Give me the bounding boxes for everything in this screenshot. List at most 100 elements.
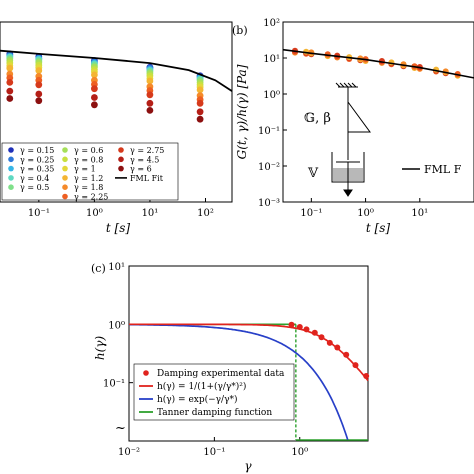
panel-a-legend-swatch-12 (118, 156, 124, 163)
panel-a-xtick-label-1: 10⁰ (86, 208, 103, 219)
panel-a-frame (0, 21, 233, 203)
panel-b-label: (b) (232, 24, 248, 37)
dashpot-label: 𝕍 (307, 166, 319, 181)
panel-b-fml-fit-line (282, 48, 474, 79)
panel-a-legend-swatch-8 (62, 175, 68, 181)
panel-c-legend-label-3: Tanner damping function (157, 408, 272, 418)
panel-a-legend-swatch-5 (62, 147, 68, 153)
panel-a-legend-label: γ = 1.2 (74, 174, 103, 183)
panel-b-ytick-label-0: 10² (263, 18, 280, 29)
panel-c-xlabel: γ (244, 459, 252, 473)
panel-a-point-12-2 (91, 94, 98, 101)
damping-data-point-9 (363, 373, 370, 379)
panel-a-xlabel: t [s] (106, 221, 130, 235)
panel-a-legend-label: γ = 6 (130, 165, 152, 174)
panel-a-legend-label: γ = 1.8 (74, 183, 103, 192)
panel-a-legend-swatch-13 (118, 165, 124, 172)
panel-a-point-11-2 (91, 85, 98, 93)
panel-a-legend-label: γ = 0.35 (20, 165, 54, 174)
panel-a-legend-label: γ = 0.4 (20, 174, 49, 183)
damping-data-point-2 (303, 326, 310, 333)
panel-c-legend-label-1: h(γ) = 1/(1+(γ/γ*)²) (157, 381, 246, 392)
panel-a-point-13-4 (196, 115, 204, 123)
fractional-element-schematic (331, 82, 371, 197)
panel-c-ytick-label-1: 10⁰ (108, 320, 125, 331)
exponential-damping-line (129, 323, 349, 440)
damping-data-point-3 (311, 329, 318, 336)
panel-a-point-11-4 (196, 99, 204, 107)
damping-data-point-5 (326, 339, 333, 346)
panel-a-legend-label: γ = 2.75 (130, 146, 164, 155)
panel-a-legend-label: γ = 4.5 (130, 155, 159, 164)
panel-c-ylabel: h(γ) (93, 336, 107, 361)
panel-a-legend-label: γ = 0.6 (74, 146, 103, 155)
panel-a-point-8-4 (196, 86, 204, 94)
damping-data-point-7 (343, 351, 350, 358)
down-arrow-icon (343, 189, 353, 197)
panel-a-legend-swatch-4 (8, 184, 14, 190)
panel-a-legend-swatch-9 (62, 184, 68, 190)
panel-a-legend-swatch-10 (62, 193, 68, 200)
panel-a-legend-swatch-3 (8, 175, 14, 181)
panel-a-point-11-0 (6, 79, 14, 86)
panel-a-legend-swatch-0 (8, 147, 14, 153)
panel-a-legend-label: γ = 0.15 (20, 146, 54, 155)
springpot-triangle (347, 101, 371, 133)
damping-data-point-6 (334, 344, 341, 351)
panel-b-xtick-label-0: 10⁻¹ (300, 208, 322, 219)
panel-a-point-8-2 (91, 71, 98, 79)
panel-a-point-11-1 (35, 81, 43, 89)
panel-b-ylabel: G(t, γ)/h(γ) [Pa] (235, 64, 249, 159)
panel-a-legend-swatch-7 (62, 165, 68, 172)
panel-a-point-13-1 (35, 97, 43, 105)
panel-c-legend-label-0: Damping experimental data (157, 369, 285, 379)
panel-c-xtick-label-1: 10⁻¹ (203, 447, 225, 458)
panel-a-point-12-4 (196, 108, 204, 116)
panel-c-legend-swatch-0 (143, 370, 149, 376)
panel-a-legend-swatch-11 (118, 147, 124, 153)
panel-a-point-12-3 (146, 99, 154, 107)
panel-a-legend-label: γ = 0.25 (20, 155, 54, 164)
panel-b-ytick-label-3: 10⁻¹ (258, 126, 280, 137)
panel-b: (b) 10² 10¹ 10⁰ 10⁻¹ 10⁻² 10⁻³ 10⁻¹ 10⁰ 10¹ G(t… (232, 18, 474, 235)
panel-a-legend-box (1, 142, 179, 201)
panel-b-ytick-label-5: 10⁻³ (258, 198, 280, 209)
panel-a-point-8-3 (146, 77, 154, 85)
panel-a-xtick-label-3: 10² (197, 208, 214, 219)
panel-c-legend-box (133, 363, 295, 421)
damping-data-point-1 (296, 324, 303, 330)
panel-a-point-13-2 (91, 101, 98, 109)
panel-b-xtick-label-1: 10⁰ (357, 208, 374, 219)
panel-a-xtick-label-0: 10⁻¹ (28, 208, 50, 219)
panel-a: 10⁻¹ 10⁰ 10¹ 10² t [s] γ = 0.15γ = 0.25γ = … (0, 21, 233, 235)
panel-a-point-8-1 (35, 67, 43, 74)
panel-a-point-13-0 (6, 95, 14, 102)
panel-b-legend-text: FML F (424, 163, 462, 176)
panel-a-legend-label: FML Fit (130, 174, 164, 183)
panel-a-legend-label: γ = 0.8 (74, 155, 103, 164)
axis-break-mark: ~ (115, 421, 126, 436)
panel-a-legend-label: γ = 2.25 (74, 193, 108, 202)
panel-b-xtick-label-2: 10¹ (411, 208, 428, 219)
panel-a-legend-swatch-1 (8, 156, 14, 163)
panel-a-point-12-1 (35, 90, 43, 98)
panel-a-legend-label: γ = 0.5 (20, 183, 49, 192)
panel-c-legend-label-2: h(γ) = exp(−γ/γ*) (157, 394, 237, 405)
damping-data-point-8 (352, 362, 359, 369)
panel-a-point-13-3 (146, 107, 154, 114)
panel-a-point-11-3 (146, 91, 154, 99)
panel-c-xtick-label-0: 10⁻² (118, 447, 140, 458)
panel-c-ytick-label-0: 10¹ (108, 262, 125, 273)
damping-data-point-4 (318, 334, 325, 341)
panel-a-legend-label: γ = 1 (74, 165, 96, 174)
panel-a-legend-swatch-6 (62, 156, 68, 163)
panel-b-frame (282, 21, 474, 203)
panel-c-ytick-label-2: 10⁻¹ (103, 379, 125, 390)
panel-a-fml-fit-line (0, 49, 233, 92)
spring-label: 𝔾, β (304, 111, 331, 126)
panel-a-xtick-label-2: 10¹ (142, 208, 159, 219)
panel-b-xlabel: t [s] (366, 221, 390, 235)
panel-b-ytick-label-1: 10¹ (263, 54, 280, 65)
wall-hatch (335, 82, 357, 88)
